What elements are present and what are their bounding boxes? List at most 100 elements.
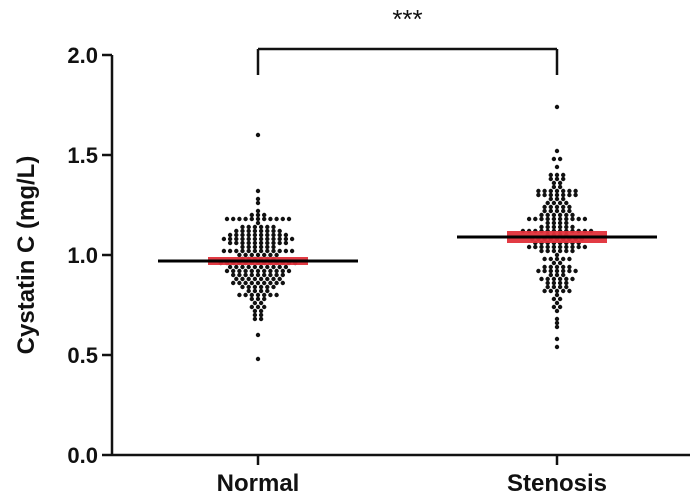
data-point-normal	[274, 268, 279, 274]
data-point-stenosis	[554, 208, 560, 214]
data-point-normal	[255, 356, 261, 362]
data-point-normal	[227, 240, 233, 246]
data-point-normal	[221, 248, 227, 254]
data-point-normal	[252, 284, 258, 290]
data-point-stenosis	[539, 276, 544, 282]
data-point-normal	[258, 228, 264, 234]
data-point-stenosis	[545, 200, 550, 206]
data-point-normal	[258, 264, 264, 270]
y-tick-label: 1.5	[67, 143, 98, 168]
data-point-normal	[240, 240, 245, 246]
data-point-stenosis	[567, 288, 572, 294]
data-point-normal	[255, 296, 261, 302]
data-point-stenosis	[557, 280, 563, 286]
data-point-normal	[255, 200, 261, 206]
data-point-stenosis	[542, 264, 547, 270]
data-point-normal	[271, 248, 276, 254]
data-point-stenosis	[561, 256, 566, 262]
y-tick-label: 0.0	[67, 443, 98, 468]
data-point-stenosis	[551, 200, 557, 206]
data-point-stenosis	[570, 276, 575, 282]
data-point-stenosis	[545, 224, 550, 230]
data-point-stenosis	[573, 188, 578, 194]
data-point-normal	[271, 240, 276, 246]
data-point-stenosis	[554, 292, 560, 298]
data-point-normal	[280, 280, 285, 286]
data-point-normal	[265, 224, 270, 230]
data-point-normal	[268, 280, 273, 286]
data-point-stenosis	[554, 192, 560, 198]
data-point-stenosis	[548, 208, 553, 214]
data-point-normal	[274, 292, 279, 298]
data-point-normal	[246, 236, 251, 242]
data-point-stenosis	[536, 268, 541, 274]
data-point-normal	[262, 212, 267, 218]
y-axis-title: Cystatin C (mg/L)	[13, 156, 40, 355]
data-point-normal	[234, 228, 239, 234]
data-point-stenosis	[548, 288, 553, 294]
data-point-stenosis	[554, 344, 560, 350]
data-point-stenosis	[539, 244, 544, 250]
data-point-stenosis	[539, 248, 544, 254]
data-point-stenosis	[548, 172, 553, 178]
data-point-stenosis	[567, 264, 572, 270]
data-point-normal	[258, 232, 264, 238]
data-point-normal	[246, 240, 251, 246]
data-point-stenosis	[554, 308, 560, 314]
data-point-normal	[289, 248, 295, 254]
data-point-stenosis	[554, 316, 560, 322]
data-point-stenosis	[570, 212, 575, 218]
data-point-stenosis	[554, 300, 560, 306]
data-point-stenosis	[548, 196, 553, 202]
data-point-normal	[246, 232, 251, 238]
axes: 0.0 0.5 1.0 1.5 2.0 Cystatin C (mg/L) Normal St…	[13, 43, 690, 497]
data-point-stenosis	[561, 264, 566, 270]
data-point-normal	[280, 216, 285, 222]
data-point-normal	[280, 272, 285, 278]
data-point-normal	[258, 308, 264, 314]
data-point-normal	[277, 276, 282, 282]
data-point-stenosis	[554, 268, 560, 274]
data-point-normal	[283, 232, 289, 238]
data-point-stenosis	[567, 192, 572, 198]
data-point-stenosis	[545, 216, 550, 222]
data-point-normal	[274, 252, 279, 258]
y-tick-label: 1.0	[67, 243, 98, 268]
data-point-stenosis	[570, 248, 575, 254]
data-point-normal	[271, 244, 276, 250]
data-point-stenosis	[557, 184, 563, 190]
data-point-stenosis	[557, 296, 563, 302]
data-point-normal	[265, 244, 270, 250]
data-point-stenosis	[564, 224, 569, 230]
data-point-stenosis	[542, 288, 547, 294]
data-point-stenosis	[561, 192, 566, 198]
data-point-stenosis	[536, 188, 541, 194]
data-point-stenosis	[570, 216, 575, 222]
data-point-stenosis	[557, 224, 563, 230]
data-point-stenosis	[582, 216, 588, 222]
data-point-stenosis	[561, 188, 566, 194]
data-point-normal	[268, 272, 273, 278]
data-point-normal	[252, 312, 258, 318]
data-point-normal	[221, 236, 227, 242]
data-point-normal	[258, 300, 264, 306]
significance-label: ***	[392, 4, 422, 34]
data-point-normal	[265, 284, 270, 290]
data-point-normal	[231, 272, 236, 278]
data-point-normal	[237, 216, 242, 222]
data-point-stenosis	[542, 208, 547, 214]
data-point-stenosis	[526, 216, 532, 222]
data-point-normal	[262, 296, 267, 302]
data-point-stenosis	[551, 248, 557, 254]
data-point-normal	[268, 292, 273, 298]
data-point-normal	[271, 276, 276, 282]
data-point-normal	[252, 232, 258, 238]
data-point-normal	[231, 216, 236, 222]
data-point-normal	[262, 268, 267, 274]
data-point-stenosis	[564, 284, 569, 290]
data-point-normal	[237, 280, 242, 286]
data-point-stenosis	[564, 220, 569, 226]
data-point-stenosis	[554, 324, 560, 330]
data-point-stenosis	[567, 268, 572, 274]
